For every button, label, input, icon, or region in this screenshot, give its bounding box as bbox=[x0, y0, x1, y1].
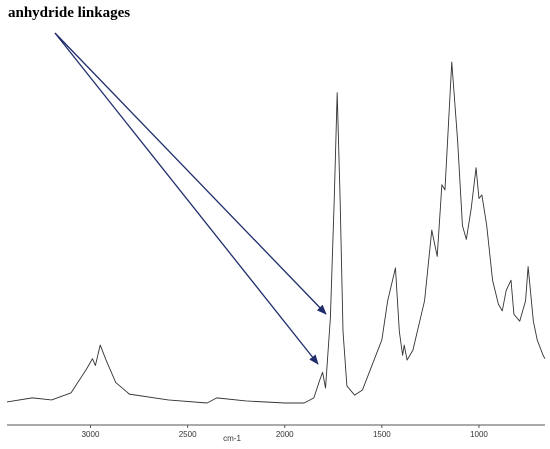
annotation: anhydride linkages bbox=[8, 5, 130, 21]
x-tick-label: 3000 bbox=[82, 430, 100, 439]
spectrum-line bbox=[6, 61, 546, 404]
x-axis-label: cm-1 bbox=[223, 434, 241, 443]
annotation-arrow bbox=[54, 32, 319, 365]
x-tick-label: 2500 bbox=[179, 430, 197, 439]
annotation-arrow bbox=[54, 32, 327, 315]
x-tick-label: 2000 bbox=[276, 430, 294, 439]
x-tick-label: 1000 bbox=[470, 430, 488, 439]
x-tick-label: 1500 bbox=[373, 430, 391, 439]
